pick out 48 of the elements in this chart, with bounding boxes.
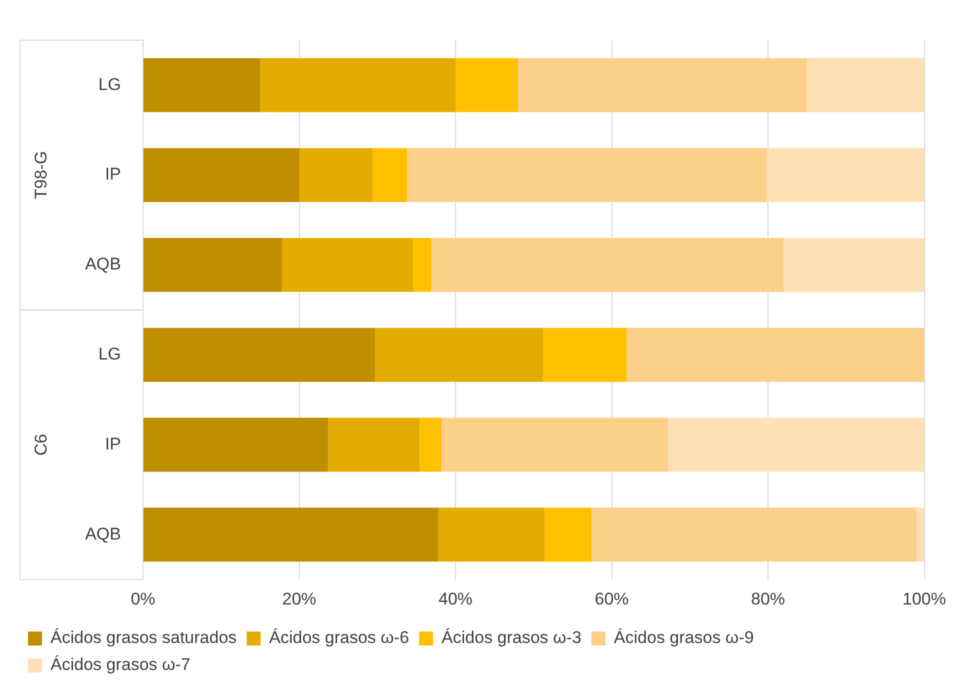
bar	[144, 148, 300, 202]
text: C6	[32, 434, 51, 456]
bar	[407, 148, 766, 202]
bar	[668, 418, 924, 472]
legend-label: Ácidos grasos ω-9	[614, 628, 754, 648]
bar	[456, 58, 518, 112]
bar	[420, 418, 442, 472]
bar	[543, 328, 627, 382]
bar	[260, 58, 456, 112]
bar	[372, 148, 408, 202]
bar	[144, 238, 282, 292]
legend-label: Ácidos grasos saturados	[50, 628, 237, 648]
legend-label: Ácidos grasos ω-6	[269, 628, 410, 648]
bar	[441, 418, 668, 472]
text: T98-G	[32, 150, 51, 200]
x-tick-label: 80%	[750, 589, 786, 608]
y-tick-label: IP	[104, 434, 121, 454]
x-tick-label: 20%	[282, 589, 316, 608]
bar	[591, 508, 916, 562]
legend-label: Ácidos grasos ω-3	[442, 628, 582, 648]
bar	[807, 58, 924, 112]
bar	[784, 238, 924, 292]
y-tick-label: AQB	[85, 254, 121, 274]
x-tick-label: 0%	[130, 589, 156, 608]
bar	[144, 328, 376, 382]
bar	[144, 508, 438, 562]
y-tick-label: LG	[98, 74, 121, 94]
x-tick-label: 40%	[438, 589, 473, 608]
bar	[431, 238, 784, 292]
bar	[375, 328, 544, 382]
y-tick-label: AQB	[85, 524, 121, 544]
bar	[144, 418, 328, 472]
y-tick-label: LG	[98, 344, 121, 364]
bar	[626, 328, 924, 382]
bar	[328, 418, 420, 472]
bar	[544, 508, 592, 562]
bar	[282, 238, 414, 292]
x-tick-label: 100%	[902, 589, 946, 608]
x-tick-label: 60%	[594, 589, 629, 608]
bar	[144, 58, 260, 112]
legend-label: Ácidos grasos ω-7	[50, 655, 190, 674]
bar	[916, 508, 924, 562]
bar	[766, 148, 924, 202]
bar	[438, 508, 545, 562]
bar	[413, 238, 432, 292]
bar	[299, 148, 373, 202]
y-tick-label: IP	[104, 164, 121, 184]
bar	[518, 58, 808, 112]
